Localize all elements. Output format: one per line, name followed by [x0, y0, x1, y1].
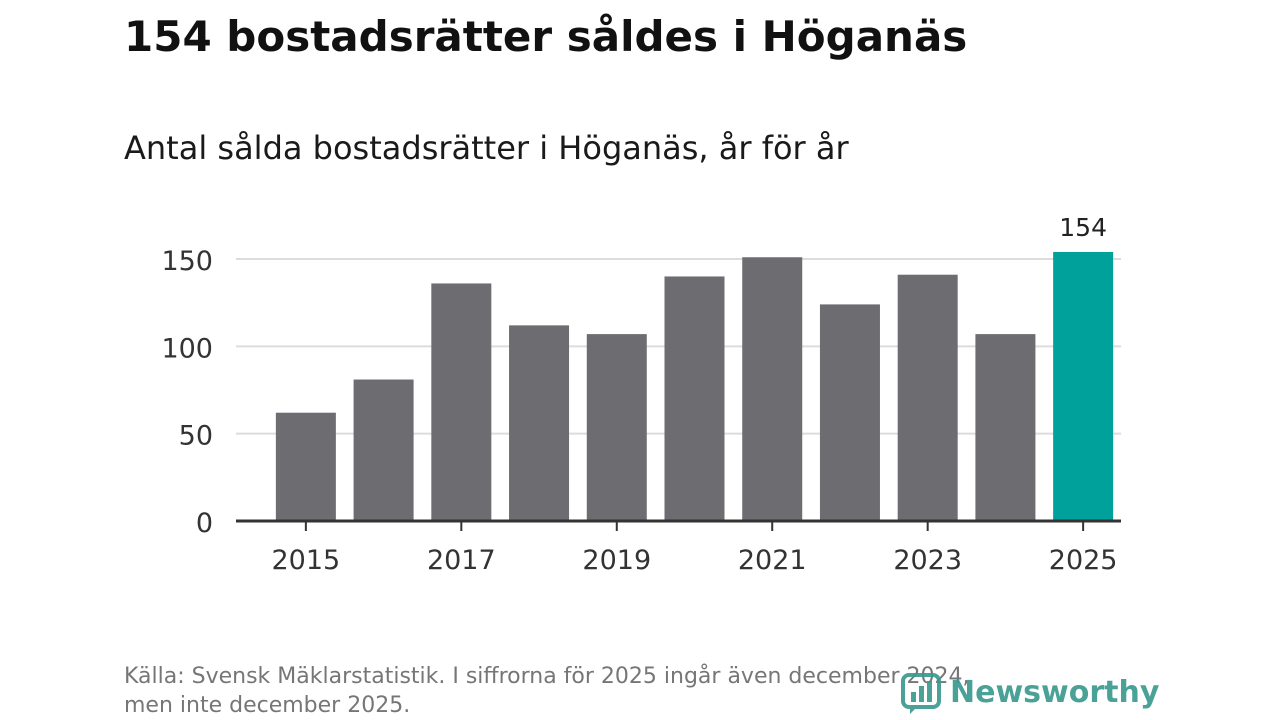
chart-subtitle: Antal sålda bostadsrätter i Höganäs, år … — [124, 129, 849, 167]
x-tick-label-2023: 2023 — [893, 545, 962, 576]
bar-2024 — [975, 334, 1036, 521]
chart-title: 154 bostadsrätter såldes i Höganäs — [124, 12, 968, 61]
newsworthy-logo: Newsworthy — [900, 668, 1159, 716]
logo-chart-icon — [901, 673, 941, 714]
x-tick-label-2021: 2021 — [738, 545, 807, 576]
bar-2015 — [275, 412, 336, 521]
axes: 0 50 100 150 154 2015 2017 2019 2021 2023 2025 — [161, 213, 1121, 576]
bar-chart: 0 50 100 150 154 2015 2017 2019 2021 2023 2025 — [161, 213, 1121, 576]
source-note: Källa: Svensk Mäklarstatistik. I siffror… — [124, 662, 1124, 720]
y-tick-label-100: 100 — [161, 333, 213, 364]
bar-2019 — [586, 334, 647, 521]
bar-2021 — [742, 257, 803, 521]
bars — [275, 252, 1114, 521]
x-tick-label-2017: 2017 — [427, 545, 496, 576]
y-tick-label-0: 0 — [196, 508, 213, 539]
y-tick-label-50: 50 — [179, 421, 213, 452]
y-tick-label-150: 150 — [161, 246, 213, 277]
x-tick-label-2015: 2015 — [272, 545, 341, 576]
bar-2018 — [509, 325, 570, 521]
x-tick-label-2019: 2019 — [582, 545, 651, 576]
bar-2023 — [897, 274, 958, 521]
bar-2025 — [1053, 252, 1114, 521]
source-line-2: men inte december 2025. — [124, 693, 411, 718]
value-label-2025: 154 — [1059, 213, 1107, 242]
source-line-1: Källa: Svensk Mäklarstatistik. I siffror… — [124, 664, 970, 689]
bar-2022 — [819, 304, 880, 521]
x-tick-label-2025: 2025 — [1049, 545, 1118, 576]
bar-2020 — [664, 276, 725, 521]
logo-text: Newsworthy — [950, 674, 1160, 710]
bar-2017 — [431, 283, 492, 521]
bar-2016 — [353, 379, 414, 521]
